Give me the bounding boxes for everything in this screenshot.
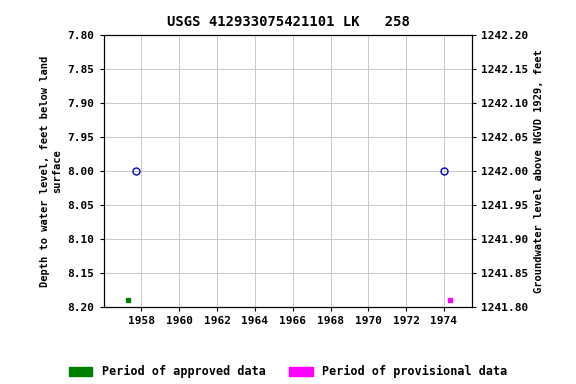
Y-axis label: Depth to water level, feet below land
surface: Depth to water level, feet below land su… bbox=[40, 55, 62, 286]
Title: USGS 412933075421101 LK   258: USGS 412933075421101 LK 258 bbox=[166, 15, 410, 29]
Legend: Period of approved data, Period of provisional data: Period of approved data, Period of provi… bbox=[64, 361, 512, 383]
Y-axis label: Groundwater level above NGVD 1929, feet: Groundwater level above NGVD 1929, feet bbox=[534, 49, 544, 293]
